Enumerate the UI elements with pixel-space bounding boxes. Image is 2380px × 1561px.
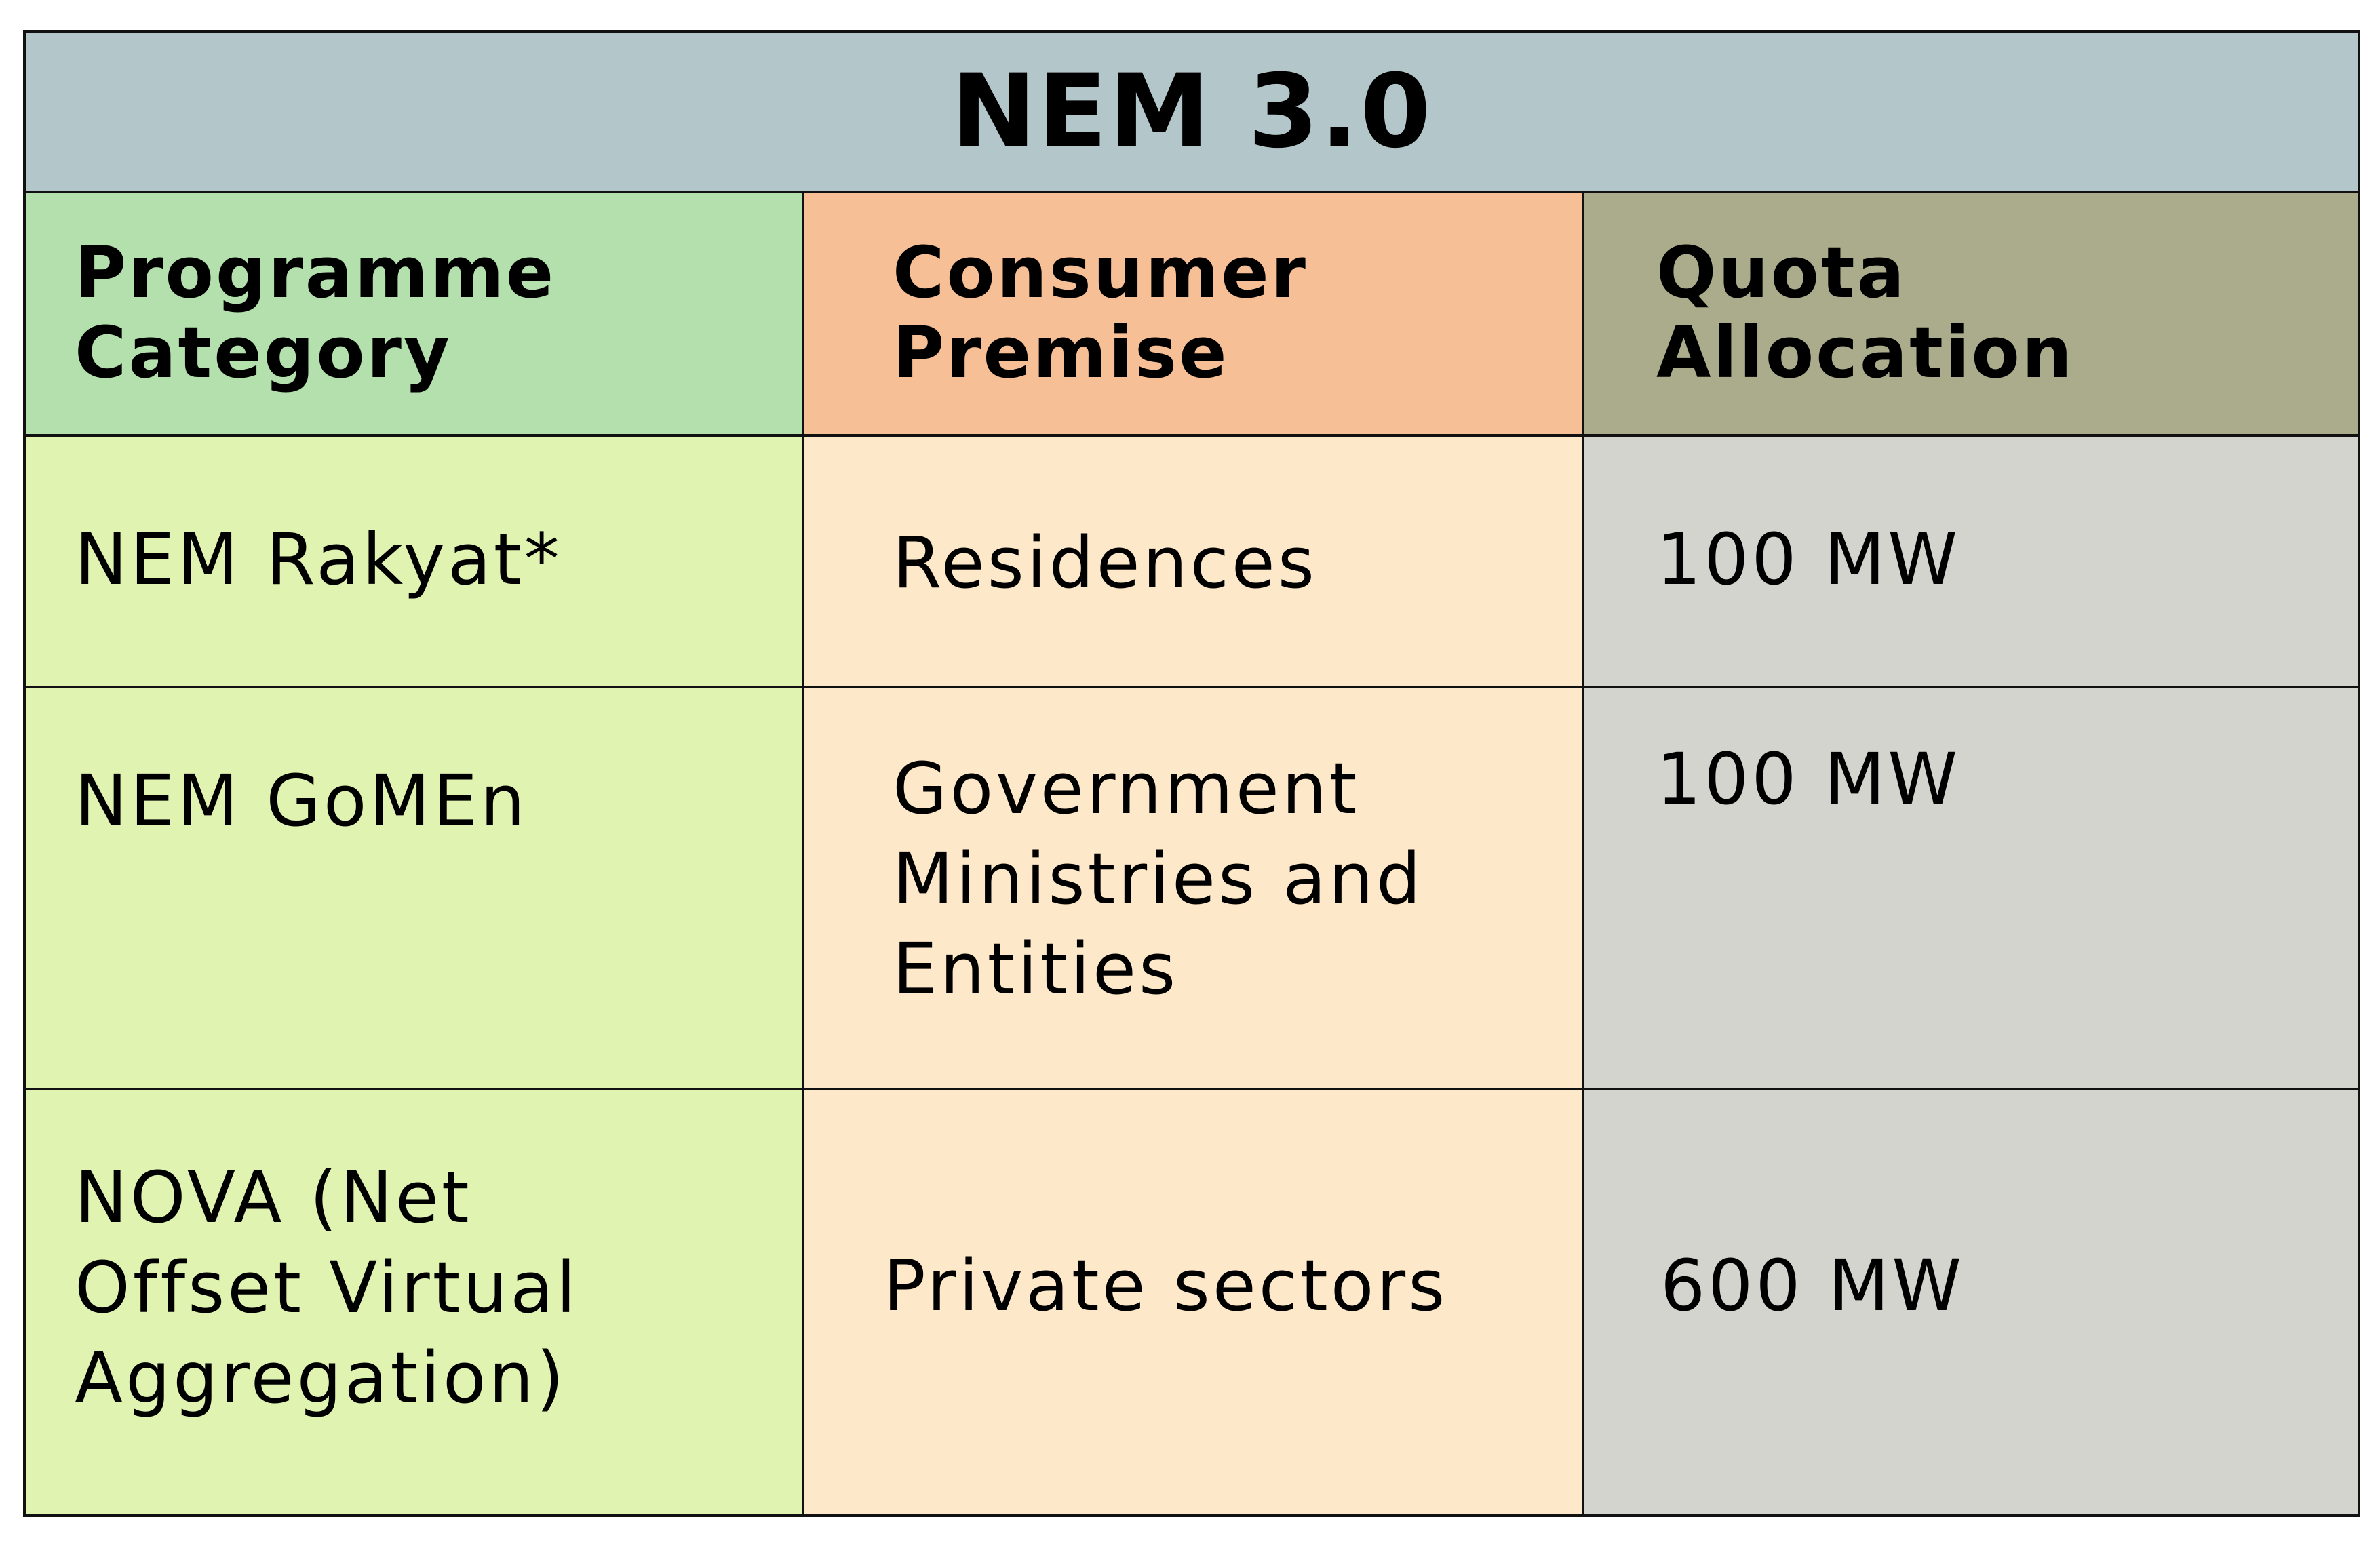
row-2-premise-line2: Ministries and xyxy=(893,837,1424,920)
header-row: Programme Category Consumer Premise Quot… xyxy=(23,191,2361,437)
row-1-category-line1: NEM Rakyat* xyxy=(75,518,562,601)
header-programme-category-line2: Category xyxy=(75,311,452,395)
table-row: NEM GoMEn Government Ministries and Enti… xyxy=(23,685,2361,1090)
table-row: NOVA (Net Offset Virtual Aggregation) Pr… xyxy=(23,1087,2361,1518)
row-1-quota: 100 MW xyxy=(1581,434,2361,688)
header-quota-allocation: Quota Allocation xyxy=(1581,191,2361,437)
header-quota-allocation-line2: Allocation xyxy=(1656,311,2074,395)
row-2-quota-value: 100 MW xyxy=(1656,737,1961,821)
row-3-category-line2: Offset Virtual xyxy=(75,1246,579,1329)
table-title: NEM 3.0 xyxy=(22,29,2361,194)
row-3-quota: 600 MW xyxy=(1581,1087,2361,1518)
row-3-category-line1: NOVA (Net xyxy=(75,1155,472,1239)
row-3-premise: Private sectors xyxy=(802,1087,1584,1518)
row-1-category: NEM Rakyat* xyxy=(23,434,804,688)
row-2-premise-line3: Entities xyxy=(893,927,1179,1010)
row-2-category: NEM GoMEn xyxy=(23,685,804,1090)
nem-quota-table: NEM 3.0 Programme Category Consumer Prem… xyxy=(22,29,2361,1518)
row-1-premise: Residences xyxy=(802,434,1584,688)
title-row: NEM 3.0 xyxy=(22,29,2361,194)
row-3-premise-line1: Private sectors xyxy=(883,1244,1448,1327)
row-3-quota-value: 600 MW xyxy=(1660,1244,1965,1327)
row-2-premise-line1: Government xyxy=(893,747,1360,830)
header-consumer-premise: Consumer Premise xyxy=(802,191,1584,437)
row-2-premise: Government Ministries and Entities xyxy=(802,685,1584,1090)
row-2-category-line1: NEM GoMEn xyxy=(75,759,528,842)
table-row: NEM Rakyat* Residences 100 MW xyxy=(23,434,2361,688)
header-quota-allocation-line1: Quota xyxy=(1656,231,1907,315)
row-1-premise-line1: Residences xyxy=(893,521,1317,605)
header-programme-category: Programme Category xyxy=(23,191,804,437)
row-3-category: NOVA (Net Offset Virtual Aggregation) xyxy=(23,1087,804,1518)
row-3-category-line3: Aggregation) xyxy=(75,1336,567,1419)
row-2-quota: 100 MW xyxy=(1581,685,2361,1090)
header-programme-category-line1: Programme xyxy=(75,231,556,315)
header-consumer-premise-line1: Consumer xyxy=(893,231,1308,315)
row-1-quota-value: 100 MW xyxy=(1656,518,1961,601)
header-consumer-premise-line2: Premise xyxy=(893,311,1229,395)
